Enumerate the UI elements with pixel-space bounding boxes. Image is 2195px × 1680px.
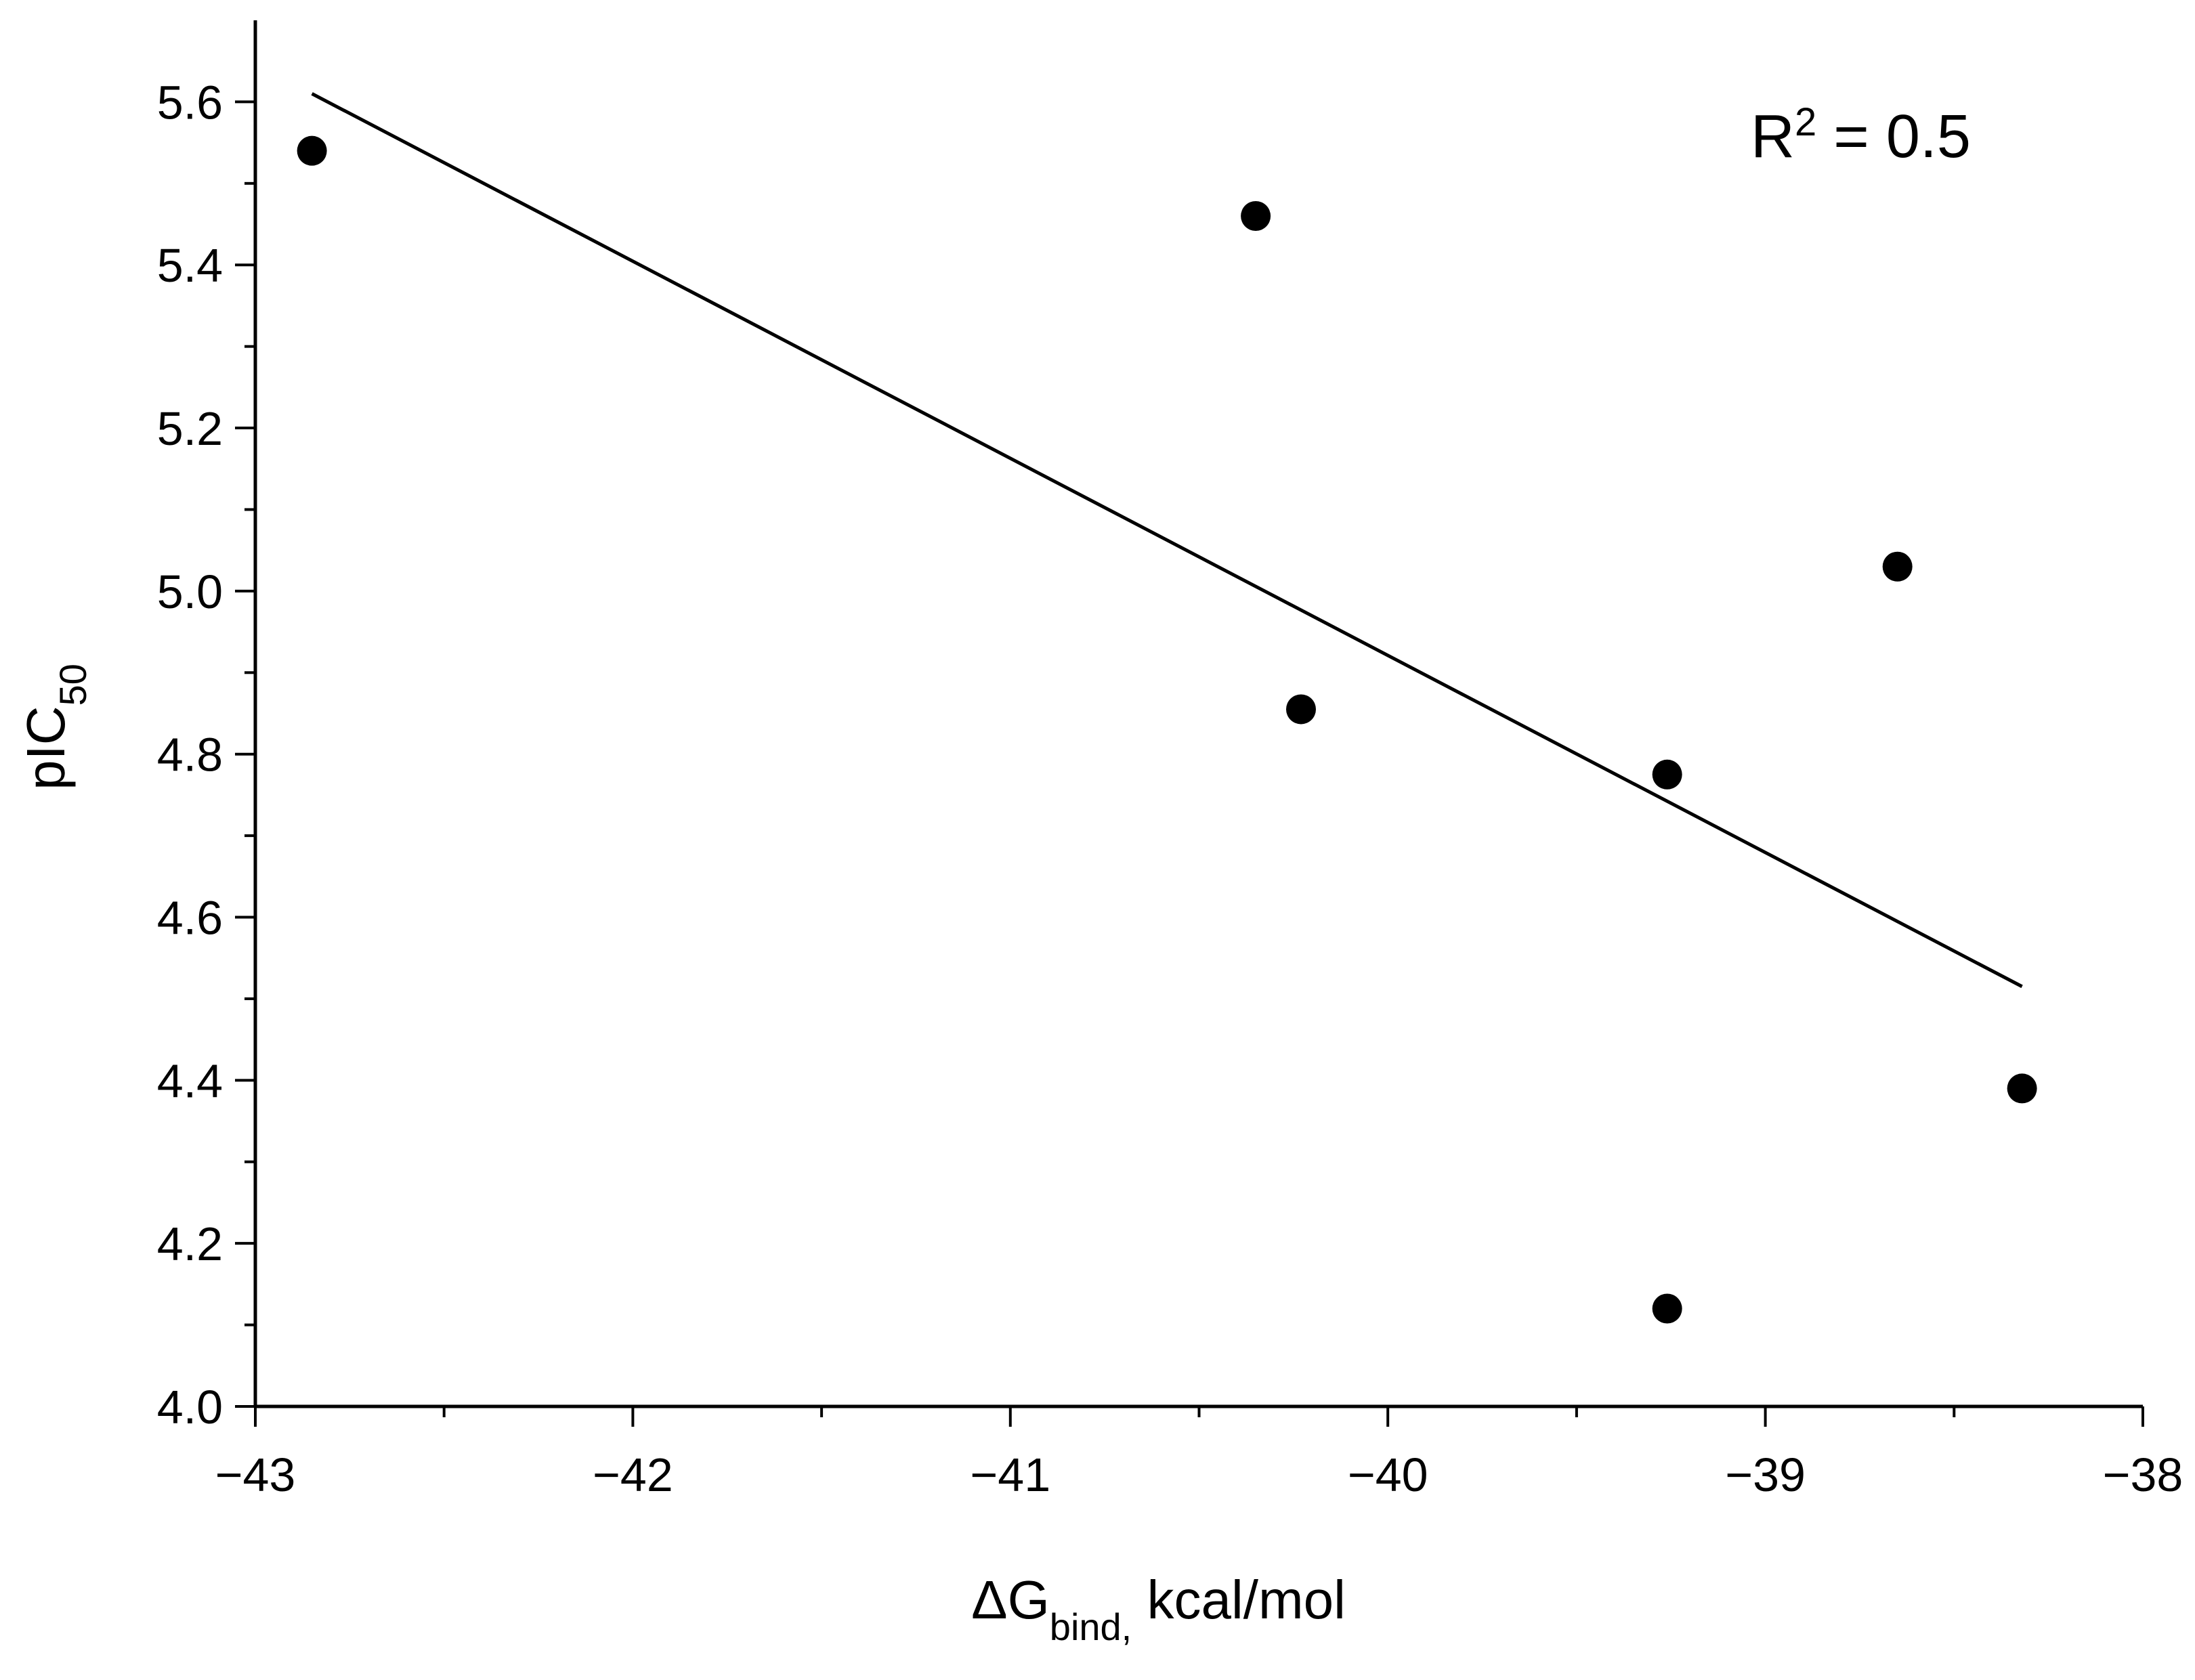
x-axis-title-subscript: bind,: [1050, 1606, 1132, 1648]
data-points: [297, 135, 2037, 1324]
y-tick-label: 5.4: [157, 239, 223, 292]
y-tick-label: 4.8: [157, 729, 223, 781]
r-squared-annotation: R2 = 0.5: [1751, 100, 1971, 171]
x-axis-title-main: ΔG: [971, 1570, 1050, 1630]
x-tick-label: −42: [593, 1448, 673, 1501]
data-point: [1882, 551, 1913, 582]
y-tick-label: 4.6: [157, 892, 223, 945]
data-point: [297, 135, 327, 166]
y-axis-title-subscript: 50: [51, 664, 94, 706]
data-point: [1241, 200, 1271, 231]
x-axis-ticks: −43 −42 −41 −40 −39 −38: [215, 1406, 2183, 1501]
x-tick-label: −43: [215, 1448, 296, 1501]
x-tick-label: −39: [1725, 1448, 1806, 1501]
x-tick-label: −38: [2103, 1448, 2183, 1501]
y-axis-title: pIC50: [16, 664, 94, 790]
y-axis-title-main: pIC: [16, 706, 76, 790]
r-squared-value: = 0.5: [1816, 103, 1971, 171]
x-tick-label: −40: [1348, 1448, 1428, 1501]
y-tick-label: 5.0: [157, 565, 223, 618]
y-axis-ticks: 4.0 4.2 4.4 4.6 4.8 5.0 5.2 5.4 5.6: [157, 76, 255, 1434]
y-tick-label: 4.2: [157, 1218, 223, 1270]
y-tick-label: 5.2: [157, 402, 223, 455]
data-point: [1652, 759, 1682, 790]
axes: [253, 20, 2143, 1408]
regression-line: [311, 92, 2023, 989]
y-tick-label: 5.6: [157, 76, 223, 129]
data-point: [2007, 1073, 2037, 1104]
data-point: [1652, 1293, 1682, 1324]
data-point: [1285, 694, 1316, 725]
r-squared-exponent: 2: [1795, 100, 1816, 144]
x-axis-title: ΔGbind, kcal/mol: [971, 1570, 1346, 1648]
y-tick-label: 4.4: [157, 1054, 223, 1107]
r-squared-symbol: R: [1751, 103, 1795, 171]
x-tick-label: −41: [970, 1448, 1050, 1501]
x-axis-title-unit: kcal/mol: [1132, 1570, 1346, 1630]
regression-line-group: [311, 92, 2023, 989]
y-tick-label: 4.0: [157, 1381, 223, 1434]
